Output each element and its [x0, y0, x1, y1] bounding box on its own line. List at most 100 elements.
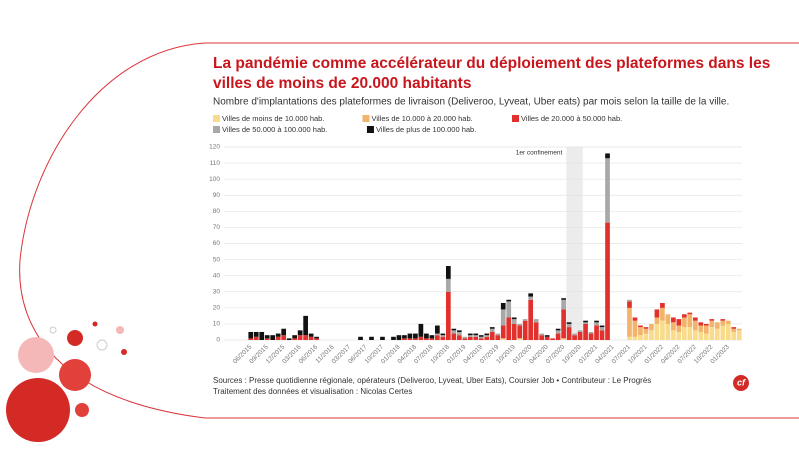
bar-segment [660, 307, 665, 321]
bar-segment [511, 317, 517, 320]
bar-segment [495, 335, 501, 340]
bar-segment [544, 335, 550, 337]
bar-segment [594, 322, 599, 326]
bar-segment [654, 317, 660, 324]
bar-segment [544, 336, 550, 340]
bar-segment [303, 335, 308, 340]
bar-segment [687, 312, 693, 315]
y-tick-label: 30 [213, 288, 221, 295]
bar-segment [407, 333, 413, 339]
credit: Traitement des données et visualisation … [213, 387, 412, 396]
bar-segment [555, 330, 561, 334]
bar-segment [643, 328, 649, 334]
subtitle: Nombre d'implantations des plateformes d… [213, 97, 729, 108]
bar-segment [703, 325, 709, 334]
bar-segment [478, 336, 484, 339]
bar-segment [660, 303, 665, 308]
bar-segment [539, 335, 544, 340]
legend-label: Villes de plus de 100.000 hab. [376, 125, 476, 134]
bar-segment [627, 301, 632, 308]
bar-segment [402, 335, 407, 339]
bar-segment [698, 322, 704, 326]
legend-swatch [512, 115, 519, 122]
bar-segment [714, 328, 720, 340]
legend-label: Villes de 10.000 à 20.000 hab. [372, 114, 473, 123]
bar-segment [676, 319, 682, 326]
bar-segment [478, 335, 484, 337]
bar-segment [506, 317, 512, 340]
bar-segment [435, 335, 440, 340]
bar-segment [297, 330, 303, 336]
bar-segment [533, 322, 539, 340]
bar-segment [517, 323, 523, 326]
bar-segment [297, 335, 303, 340]
bar-segment [484, 333, 490, 336]
bar-segment [654, 323, 660, 340]
bar-segment [440, 336, 446, 340]
legend-label: Villes de moins de 10.000 hab. [222, 114, 324, 123]
bar-segment [500, 338, 506, 340]
bar-segment [627, 299, 632, 302]
bar-segment [703, 333, 709, 340]
bar-segment [314, 336, 319, 339]
y-tick-label: 120 [209, 144, 220, 151]
bar-segment [369, 336, 374, 340]
bar-segment [725, 320, 731, 324]
bar-segment [572, 333, 577, 336]
bar-segment [440, 335, 446, 337]
bar-segment [594, 325, 599, 340]
bar-segment [736, 330, 742, 340]
bar-segment [500, 309, 506, 326]
legend-swatch [213, 115, 220, 122]
bar-segment [709, 327, 715, 340]
bar-segment [528, 299, 534, 340]
bar-segment [264, 335, 270, 339]
bar-segment [281, 328, 287, 336]
bar-segment [489, 328, 495, 332]
bar-segment [643, 327, 649, 329]
bar-segment [253, 336, 259, 340]
bar-segment [522, 319, 528, 321]
bar-segment [467, 333, 473, 336]
bar-segment [292, 335, 297, 339]
bar-segment [413, 333, 418, 339]
x-tick-label: 01/2023 [709, 343, 731, 365]
bar-segment [248, 338, 254, 340]
bar-segment [506, 301, 512, 318]
bar-segment [550, 338, 555, 340]
bar-segment [632, 336, 638, 340]
bar-segment [456, 331, 462, 336]
bar-segment [643, 333, 649, 340]
bar-segment [561, 309, 566, 339]
bar-segment [446, 278, 451, 292]
bar-segment [698, 331, 704, 340]
bar-segment [528, 293, 534, 297]
bar-segment [682, 327, 687, 340]
bar-segment [440, 333, 446, 336]
bar-segment [451, 330, 457, 334]
bar-segment [599, 330, 605, 340]
bar-segment [588, 333, 594, 340]
bar-segment [451, 328, 457, 331]
bar-segment [314, 338, 319, 340]
bar-segment [561, 338, 566, 340]
bar-segment [446, 291, 451, 340]
bar-segment [435, 333, 440, 336]
chart-title: La pandémie comme accélérateur du déploi… [213, 55, 770, 92]
bar-segment [665, 314, 671, 324]
bar-segment [484, 335, 490, 337]
legend-swatch [366, 126, 374, 133]
bar-segment [577, 330, 583, 332]
bar-segment [418, 323, 424, 337]
y-tick-label: 100 [209, 176, 220, 183]
bar-segment [517, 325, 523, 339]
bar-segment [638, 327, 643, 336]
bar-segment [292, 338, 297, 340]
bar-segment [275, 336, 281, 340]
bar-segment [703, 323, 709, 326]
bar-segment [709, 319, 715, 321]
bar-segment [583, 322, 588, 324]
legend-label: Villes de 20.000 à 50.000 hab. [521, 114, 622, 123]
bar-segment [489, 327, 495, 329]
